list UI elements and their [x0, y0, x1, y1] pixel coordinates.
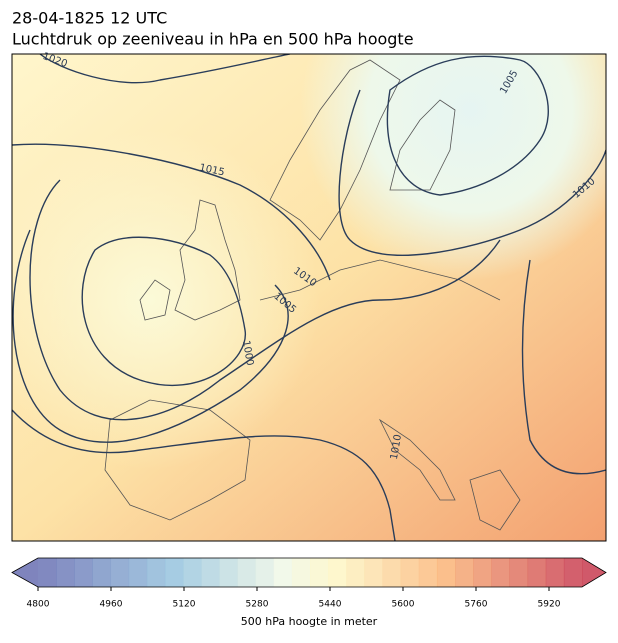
contour-label: 1015: [198, 162, 225, 178]
colorbar-segment: [128, 558, 148, 587]
colorbar-segment: [527, 558, 547, 587]
contour-label: 1010: [389, 434, 404, 461]
colorbar-segment: [110, 558, 130, 587]
map: [12, 54, 606, 541]
colorbar-segment: [328, 558, 347, 587]
colorbar-segment: [418, 558, 438, 587]
colorbar-segment: [291, 558, 311, 587]
colorbar-segment: [273, 558, 293, 587]
colorbar-segment: [436, 558, 456, 587]
colorbar-segment: [509, 558, 529, 587]
colorbar-segment: [146, 558, 166, 587]
colorbar-segment: [56, 558, 75, 587]
colorbar-tick-label: 5920: [538, 600, 561, 610]
colorbar-segment: [473, 558, 492, 587]
contour-label: 1000: [240, 340, 255, 367]
colorbar-segment: [183, 558, 202, 587]
colorbar-segment: [563, 558, 583, 587]
colorbar-tick-label: 5600: [392, 600, 415, 610]
colorbar: 4800 4960 5120 5280 5440 5600 5760 5920: [11, 557, 607, 610]
colorbar-tick-label: 5120: [173, 600, 196, 610]
colorbar-tick-label: 4800: [27, 600, 50, 610]
colorbar-segment: [382, 558, 402, 587]
map-title: Luchtdruk op zeeniveau in hPa en 500 hPa…: [12, 30, 414, 49]
colorbar-segment: [545, 558, 565, 587]
colorbar-label: 500 hPa hoogte in meter: [241, 615, 378, 628]
colorbar-segment: [346, 558, 365, 587]
colorbar-segment: [491, 558, 510, 587]
colorbar-segment: [201, 558, 220, 587]
colorbar-tick-label: 5440: [319, 600, 342, 610]
colorbar-segment: [455, 558, 474, 587]
colorbar-segment: [74, 558, 93, 587]
colorbar-segment: [92, 558, 112, 587]
colorbar-extend: [12, 558, 38, 587]
colorbar-segment: [164, 558, 184, 587]
colorbar-tick-label: 4960: [100, 600, 123, 610]
colorbar-tick-label: 5760: [465, 600, 488, 610]
colorbar-segment: [38, 558, 57, 587]
colorbar-segment: [219, 558, 238, 587]
colorbar-segment: [255, 558, 275, 587]
date-title: 28-04-1825 12 UTC: [12, 9, 167, 28]
map-frame: [11, 53, 607, 542]
colorbar-segment: [237, 558, 257, 587]
colorbar-segment: [364, 558, 384, 587]
colorbar-segment: [310, 558, 329, 587]
colorbar-extend: [582, 558, 606, 587]
colorbar-tick-label: 5280: [246, 600, 269, 610]
colorbar-segment: [400, 558, 420, 587]
